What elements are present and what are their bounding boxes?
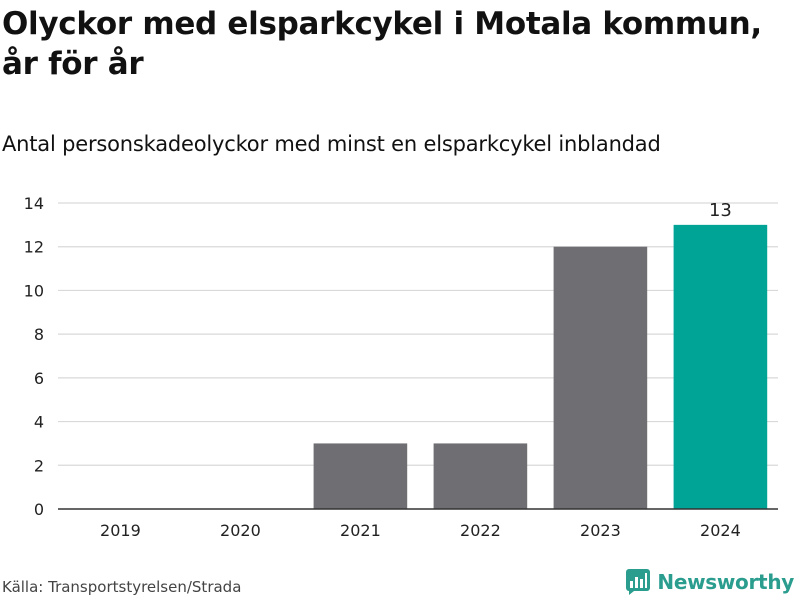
y-tick-label: 14 bbox=[24, 194, 44, 213]
y-tick-label: 10 bbox=[24, 281, 44, 300]
y-tick-label: 12 bbox=[24, 238, 44, 257]
data-label: 13 bbox=[709, 200, 732, 221]
y-tick-label: 8 bbox=[34, 325, 44, 344]
bars bbox=[313, 224, 768, 509]
chart-title: Olyckor med elsparkcykel i Motala kommun… bbox=[2, 6, 762, 82]
x-tick-label: 2020 bbox=[220, 521, 261, 540]
x-tick-label: 2019 bbox=[100, 521, 141, 540]
bar-2022 bbox=[433, 443, 528, 509]
bar-2023 bbox=[553, 246, 648, 509]
source-note: Källa: Transportstyrelsen/Strada bbox=[2, 578, 242, 596]
y-tick-label: 4 bbox=[34, 413, 44, 432]
y-tick-label: 6 bbox=[34, 369, 44, 388]
y-tick-label: 0 bbox=[34, 500, 44, 519]
gridlines bbox=[58, 202, 778, 466]
x-tick-label: 2023 bbox=[580, 521, 621, 540]
brand-logo[interactable]: Newsworthy bbox=[625, 568, 794, 596]
x-tick-label: 2021 bbox=[340, 521, 381, 540]
x-axis-ticks: 2019 2020 2021 2022 2023 2024 bbox=[100, 521, 741, 540]
bar-2024 bbox=[673, 224, 768, 509]
x-tick-label: 2022 bbox=[460, 521, 501, 540]
data-labels: 13 bbox=[709, 200, 732, 221]
y-axis-ticks: 0 2 4 6 8 10 12 14 bbox=[24, 194, 44, 519]
chart-subtitle: Antal personskadeolyckor med minst en el… bbox=[2, 132, 661, 156]
newsworthy-logo-icon bbox=[626, 569, 651, 595]
x-tick-label: 2024 bbox=[700, 521, 741, 540]
brand-name: Newsworthy bbox=[657, 570, 794, 594]
bar-2021 bbox=[313, 443, 408, 509]
y-tick-label: 2 bbox=[34, 456, 44, 475]
